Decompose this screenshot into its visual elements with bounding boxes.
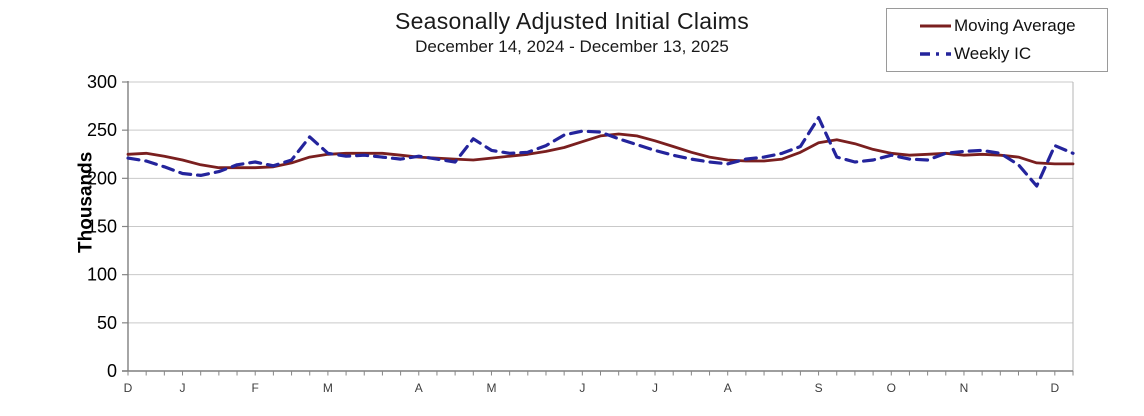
x-month-label-7: J bbox=[652, 381, 658, 395]
x-month-label-2: F bbox=[252, 381, 259, 395]
y-tick-label-50: 50 bbox=[97, 313, 117, 333]
series-moving-average bbox=[126, 132, 1075, 170]
x-month-label-6: J bbox=[579, 381, 585, 395]
x-month-label-10: O bbox=[887, 381, 896, 395]
legend-line-icon-weekly-ic bbox=[920, 51, 951, 56]
x-month-label-12: D bbox=[1050, 381, 1059, 395]
legend-label-weekly-ic: Weekly IC bbox=[954, 43, 1032, 63]
x-month-label-5: M bbox=[486, 381, 496, 395]
x-month-label-1: J bbox=[180, 381, 186, 395]
x-month-label-0: D bbox=[124, 381, 133, 395]
series-weekly-ic bbox=[126, 115, 1075, 188]
legend-line-icon-moving-average bbox=[920, 24, 951, 28]
x-month-label-3: M bbox=[323, 381, 333, 395]
y-tick-label-300: 300 bbox=[87, 72, 117, 92]
y-tick-label-0: 0 bbox=[107, 361, 117, 381]
y-axis-title: Thousands bbox=[75, 151, 97, 253]
legend-item-moving-average: Moving Average bbox=[919, 16, 1107, 36]
legend-label-moving-average: Moving Average bbox=[954, 16, 1076, 36]
x-month-label-11: N bbox=[960, 381, 969, 395]
x-month-label-4: A bbox=[415, 381, 423, 395]
legend-item-weekly-ic: Weekly IC bbox=[919, 44, 1107, 64]
x-month-label-9: S bbox=[815, 381, 823, 395]
y-tick-label-150: 150 bbox=[87, 217, 117, 237]
y-tick-label-200: 200 bbox=[87, 168, 117, 188]
legend-box: Moving Average Weekly IC bbox=[886, 8, 1108, 72]
y-tick-label-100: 100 bbox=[87, 265, 117, 285]
y-tick-label-250: 250 bbox=[87, 120, 117, 140]
x-month-label-8: A bbox=[724, 381, 732, 395]
